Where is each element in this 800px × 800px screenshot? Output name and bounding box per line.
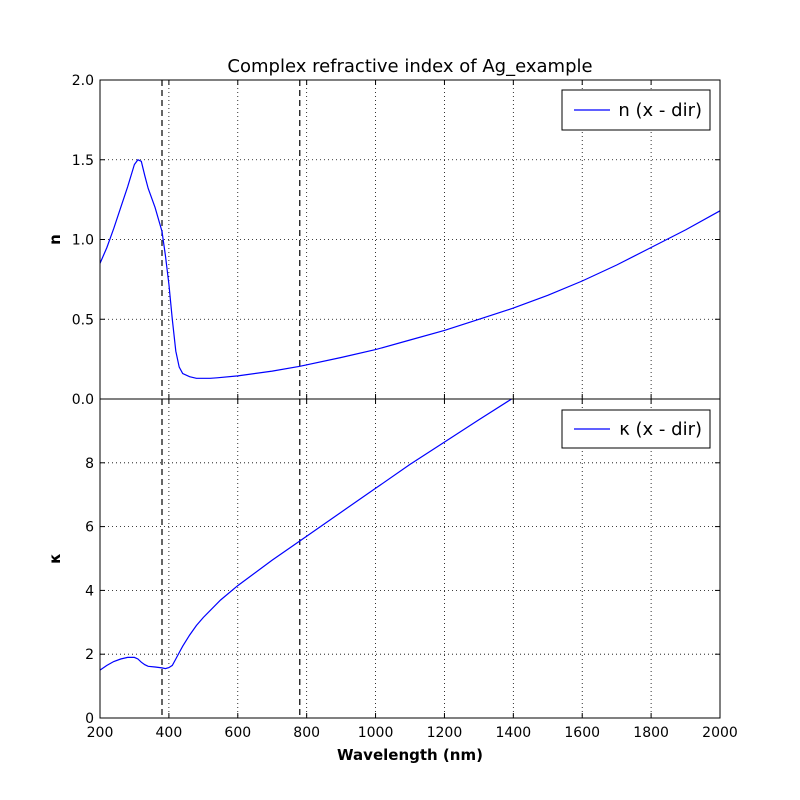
kappa-legend: κ (x - dir): [561, 409, 711, 449]
x-tick-label: 1800: [633, 725, 669, 741]
kappa-panel-grid: [100, 399, 720, 718]
n-panel-grid: [100, 80, 720, 399]
x-tick-label: 1600: [564, 725, 600, 741]
kappa-legend-label: κ (x - dir): [619, 419, 702, 440]
chart-title: Complex refractive index of Ag_example: [227, 56, 592, 77]
x-tick-label: 200: [87, 725, 114, 741]
n-ytick-label: 0.0: [72, 392, 94, 408]
n-ytick-label: 0.5: [72, 312, 94, 328]
n-legend-label: n (x - dir): [618, 100, 702, 121]
x-tick-label: 1200: [427, 725, 463, 741]
n-ytick-label: 2.0: [72, 73, 94, 89]
n-series-line: [99, 159, 721, 379]
kappa-axis-label: κ: [46, 553, 64, 564]
kappa-panel: 0 2 4 6 8 κ κ (x - dir): [46, 398, 721, 727]
x-axis-label: Wavelength (nm): [337, 746, 483, 764]
n-panel-ytick-labels: 0.0 0.5 1.0 1.5 2.0: [72, 73, 94, 408]
kappa-series-line: [99, 398, 512, 671]
x-tick-label: 1400: [496, 725, 532, 741]
kappa-panel-ticks: [99, 399, 721, 719]
kappa-ytick-label: 4: [85, 583, 94, 599]
x-tick-labels: 200 400 600 800 1000 1200 1400 1600 1800 2000: [87, 725, 738, 741]
n-panel: 0.0 0.5 1.0 1.5 2.0 n n (x - dir): [46, 73, 721, 408]
kappa-ytick-label: 0: [85, 711, 94, 727]
n-legend: n (x - dir): [561, 89, 711, 131]
x-tick-label: 1000: [358, 725, 394, 741]
kappa-panel-visible-range-lines: [161, 399, 301, 718]
kappa-ytick-label: 2: [85, 647, 94, 663]
x-tick-label: 400: [156, 725, 183, 741]
kappa-ytick-label: 6: [85, 520, 94, 536]
kappa-ytick-label: 8: [85, 456, 94, 472]
x-tick-label: 600: [224, 725, 251, 741]
kappa-panel-ytick-labels: 0 2 4 6 8: [85, 456, 94, 727]
n-ytick-label: 1.5: [72, 153, 94, 169]
n-panel-visible-range-lines: [161, 80, 301, 399]
n-ytick-label: 1.0: [72, 233, 94, 249]
n-legend-box: [561, 89, 711, 131]
kappa-panel-frame: [99, 398, 721, 719]
n-axis-label: n: [46, 234, 64, 245]
x-tick-label: 800: [293, 725, 320, 741]
x-tick-label: 2000: [702, 725, 738, 741]
